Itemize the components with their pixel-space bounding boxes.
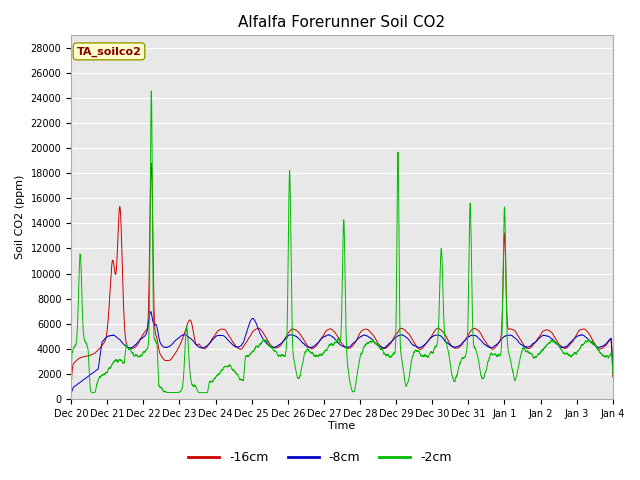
Y-axis label: Soil CO2 (ppm): Soil CO2 (ppm) bbox=[15, 175, 25, 259]
X-axis label: Time: Time bbox=[328, 421, 356, 432]
Text: TA_soilco2: TA_soilco2 bbox=[77, 46, 141, 57]
Legend: -16cm, -8cm, -2cm: -16cm, -8cm, -2cm bbox=[183, 446, 457, 469]
Title: Alfalfa Forerunner Soil CO2: Alfalfa Forerunner Soil CO2 bbox=[239, 15, 445, 30]
